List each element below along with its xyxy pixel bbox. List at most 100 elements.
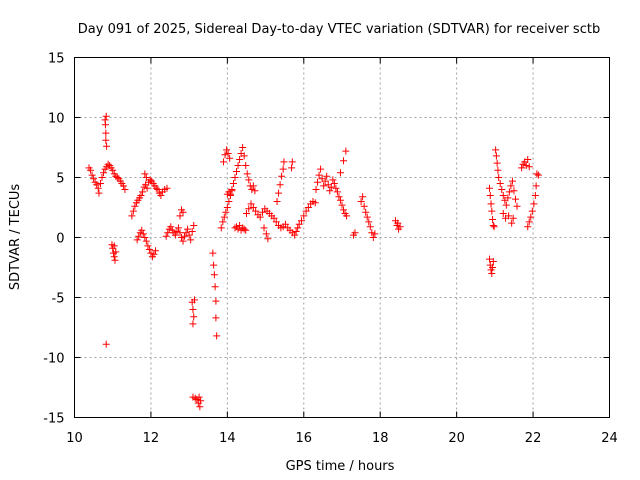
data-point — [176, 229, 184, 237]
data-point — [508, 177, 516, 185]
data-point — [292, 228, 300, 235]
data-point — [251, 187, 259, 195]
data-points — [85, 112, 542, 411]
data-point — [342, 147, 350, 155]
data-point — [209, 249, 217, 257]
data-point — [239, 144, 247, 151]
data-point — [231, 224, 239, 232]
data-point — [191, 394, 199, 402]
data-point — [176, 212, 184, 220]
data-point — [280, 158, 288, 166]
data-point — [315, 171, 323, 179]
data-point — [190, 222, 198, 229]
data-point — [525, 218, 533, 226]
data-point — [489, 222, 497, 229]
data-point — [224, 150, 232, 157]
data-point — [225, 198, 233, 205]
y-tick-label: 10 — [48, 112, 65, 127]
data-point — [98, 174, 106, 181]
data-point — [167, 223, 175, 231]
data-point — [368, 229, 376, 237]
data-point — [129, 207, 137, 215]
y-tick-label: 5 — [56, 172, 64, 187]
data-point — [213, 332, 221, 340]
data-point — [184, 225, 192, 233]
data-point — [494, 166, 502, 174]
data-point — [162, 232, 170, 240]
data-point — [102, 129, 110, 137]
data-point — [197, 397, 205, 405]
data-point — [112, 248, 120, 256]
data-point — [291, 231, 299, 239]
axis-ticks — [74, 57, 610, 418]
data-point — [288, 164, 296, 172]
data-point — [242, 162, 250, 169]
data-point — [302, 207, 310, 215]
data-point — [219, 218, 227, 226]
data-point — [297, 217, 305, 225]
data-point — [314, 178, 322, 186]
data-point — [188, 228, 196, 235]
data-point — [137, 192, 145, 199]
data-point — [499, 210, 507, 217]
data-point — [247, 200, 255, 208]
data-point — [336, 169, 344, 177]
data-point — [262, 230, 270, 238]
data-point — [157, 192, 165, 199]
data-point — [396, 223, 404, 231]
data-point — [90, 175, 98, 183]
data-point — [351, 229, 359, 237]
data-point — [221, 151, 229, 159]
data-point — [278, 172, 286, 180]
x-tick-label: 14 — [219, 431, 236, 446]
data-point — [146, 176, 154, 184]
data-point — [327, 183, 335, 191]
data-point — [173, 228, 181, 235]
data-point — [340, 157, 348, 165]
x-tick-label: 20 — [448, 431, 465, 446]
data-point — [189, 320, 197, 328]
data-point — [486, 192, 494, 199]
data-point — [102, 136, 110, 144]
data-point — [185, 231, 193, 239]
data-point — [145, 246, 153, 253]
data-point — [365, 218, 373, 226]
data-point — [109, 166, 117, 174]
data-point — [333, 188, 341, 196]
data-point — [189, 306, 197, 313]
data-point — [312, 186, 320, 193]
data-point — [357, 198, 365, 205]
data-point — [533, 170, 541, 178]
data-point — [234, 162, 242, 169]
data-point — [190, 296, 198, 304]
data-point — [222, 208, 230, 216]
data-point — [264, 235, 272, 243]
data-point — [493, 159, 501, 167]
data-point — [394, 219, 402, 227]
data-point — [245, 205, 253, 213]
data-point — [223, 146, 231, 154]
data-point — [332, 184, 340, 192]
chart-title: Day 091 of 2025, Sidereal Day-to-day VTE… — [78, 22, 600, 37]
data-point — [329, 176, 337, 184]
data-point — [228, 187, 236, 195]
x-tick-label: 12 — [143, 431, 160, 446]
data-point — [174, 224, 182, 232]
data-point — [489, 258, 497, 265]
data-point — [489, 264, 497, 271]
data-point — [505, 188, 513, 196]
data-point — [522, 162, 530, 169]
data-point — [152, 184, 160, 192]
data-point — [190, 313, 198, 321]
data-point — [317, 165, 325, 173]
data-point — [229, 180, 237, 187]
data-point — [88, 171, 96, 179]
data-point — [240, 225, 248, 233]
y-tick-label: 15 — [48, 52, 65, 67]
data-point — [249, 182, 257, 190]
data-point — [133, 236, 141, 244]
y-axis-label: SDTVAR / TECUs — [8, 184, 23, 291]
data-point — [532, 182, 540, 190]
data-point — [142, 174, 150, 181]
data-point — [504, 194, 512, 202]
